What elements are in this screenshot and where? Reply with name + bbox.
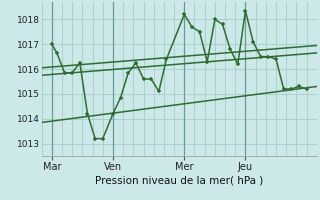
X-axis label: Pression niveau de la mer( hPa ): Pression niveau de la mer( hPa ) [95, 176, 263, 186]
